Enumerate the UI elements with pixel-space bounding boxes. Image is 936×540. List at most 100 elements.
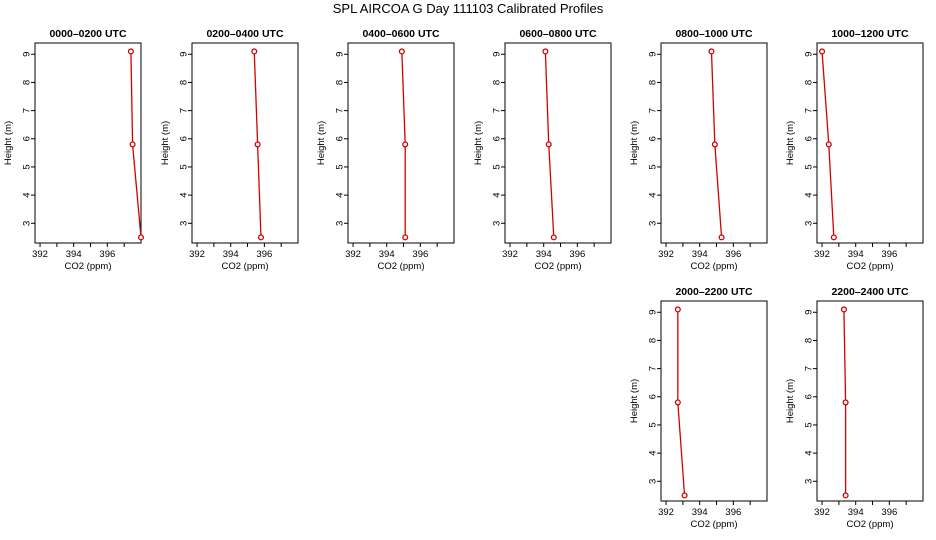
x-tick-label: 394	[848, 507, 864, 518]
y-tick-label: 6	[492, 136, 503, 141]
chart-panel: 0200–0400 UTC 392 394 396 3 4 5 6 7 8 9 CO2 (ppm) He…	[160, 28, 299, 272]
y-tick-label: 4	[804, 450, 815, 455]
x-axis-label: CO2 (ppm)	[691, 261, 738, 272]
x-axis-label: CO2 (ppm)	[847, 519, 894, 530]
y-tick-label: 8	[335, 80, 346, 85]
profile-point	[251, 48, 258, 55]
x-tick-label: 394	[536, 249, 552, 260]
y-axis-label: Height (m)	[785, 121, 796, 165]
x-tick-label: 396	[881, 507, 897, 518]
plot-frame	[660, 42, 768, 244]
y-tick-label: 8	[22, 80, 33, 85]
x-tick-label: 396	[725, 507, 741, 518]
x-tick-label: 394	[692, 507, 708, 518]
profile-point	[674, 306, 681, 313]
y-tick-label: 9	[335, 52, 346, 57]
y-tick-label: 4	[804, 192, 815, 197]
y-tick-label: 4	[648, 450, 659, 455]
y-tick-label: 9	[179, 52, 190, 57]
y-tick-label: 8	[492, 80, 503, 85]
plot-frame	[504, 42, 612, 244]
y-tick-label: 5	[22, 164, 33, 169]
y-tick-label: 3	[335, 221, 346, 226]
x-axis-label: CO2 (ppm)	[65, 261, 112, 272]
chart-panel: 1000–1200 UTC 392 394 396 3 4 5 6 7 8 9 CO2 (ppm) He…	[785, 28, 924, 272]
x-tick-label: 394	[223, 249, 239, 260]
x-tick-label: 392	[502, 249, 518, 260]
x-tick-label: 392	[345, 249, 361, 260]
y-tick-label: 3	[492, 221, 503, 226]
profile-point	[129, 141, 136, 148]
profile-point	[398, 48, 405, 55]
x-tick-label: 396	[99, 249, 115, 260]
x-axis-label: CO2 (ppm)	[222, 261, 269, 272]
y-tick-label: 8	[179, 80, 190, 85]
y-tick-label: 7	[492, 108, 503, 113]
y-tick-label: 4	[179, 192, 190, 197]
y-axis-label: Height (m)	[316, 121, 327, 165]
profile-point	[840, 306, 847, 313]
y-axis-label: Height (m)	[785, 379, 796, 423]
y-tick-label: 3	[22, 221, 33, 226]
y-tick-label: 7	[335, 108, 346, 113]
panel-title: 0800–1000 UTC	[675, 28, 752, 40]
y-tick-label: 7	[804, 366, 815, 371]
y-tick-label: 9	[804, 310, 815, 315]
y-tick-label: 9	[804, 52, 815, 57]
chart-panel: 0400–0600 UTC 392 394 396 3 4 5 6 7 8 9 CO2 (ppm) He…	[316, 28, 455, 272]
x-tick-label: 396	[256, 249, 272, 260]
y-tick-label: 9	[648, 310, 659, 315]
y-tick-label: 6	[804, 394, 815, 399]
y-tick-label: 6	[804, 136, 815, 141]
x-axis-label: CO2 (ppm)	[535, 261, 582, 272]
y-axis-label: Height (m)	[629, 121, 640, 165]
y-tick-label: 6	[22, 136, 33, 141]
profile-point	[542, 48, 549, 55]
profile-point	[550, 234, 557, 241]
y-tick-label: 8	[648, 338, 659, 343]
x-tick-label: 392	[189, 249, 205, 260]
plot-frame	[347, 42, 455, 244]
x-tick-label: 396	[881, 249, 897, 260]
x-tick-label: 392	[814, 249, 830, 260]
y-tick-label: 5	[648, 422, 659, 427]
figure-title: SPL AIRCOA G Day 111103 Calibrated Profi…	[333, 1, 604, 16]
profile-point	[127, 48, 134, 55]
panel-title: 2000–2200 UTC	[675, 286, 752, 298]
x-tick-label: 394	[848, 249, 864, 260]
x-axis-label: CO2 (ppm)	[691, 519, 738, 530]
plot-frame	[816, 42, 924, 244]
x-tick-label: 396	[569, 249, 585, 260]
profile-point	[708, 48, 715, 55]
y-tick-label: 7	[22, 108, 33, 113]
profile-point	[257, 234, 265, 241]
x-axis-label: CO2 (ppm)	[378, 261, 425, 272]
y-tick-label: 9	[492, 52, 503, 57]
chart-panel: 0000–0200 UTC 392 394 396 3 4 5 6 7 8 9 CO2 (ppm) He…	[3, 28, 145, 272]
panel-title: 0400–0600 UTC	[362, 28, 439, 40]
y-tick-label: 7	[179, 108, 190, 113]
y-tick-label: 6	[648, 136, 659, 141]
y-tick-label: 3	[804, 221, 815, 226]
y-tick-label: 6	[335, 136, 346, 141]
x-tick-label: 394	[692, 249, 708, 260]
y-tick-label: 7	[804, 108, 815, 113]
y-tick-label: 5	[179, 164, 190, 169]
x-axis-label: CO2 (ppm)	[847, 261, 894, 272]
y-tick-label: 3	[804, 479, 815, 484]
y-tick-label: 8	[804, 338, 815, 343]
x-tick-label: 392	[658, 249, 674, 260]
y-axis-label: Height (m)	[3, 121, 14, 165]
y-axis-label: Height (m)	[160, 121, 171, 165]
plot-frame	[191, 42, 299, 244]
y-tick-label: 7	[648, 366, 659, 371]
y-tick-label: 5	[804, 422, 815, 427]
y-tick-label: 5	[804, 164, 815, 169]
x-tick-label: 394	[379, 249, 395, 260]
profile-point	[681, 492, 688, 499]
plot-frame	[816, 300, 924, 502]
y-tick-label: 3	[648, 221, 659, 226]
plot-frame	[660, 300, 768, 502]
